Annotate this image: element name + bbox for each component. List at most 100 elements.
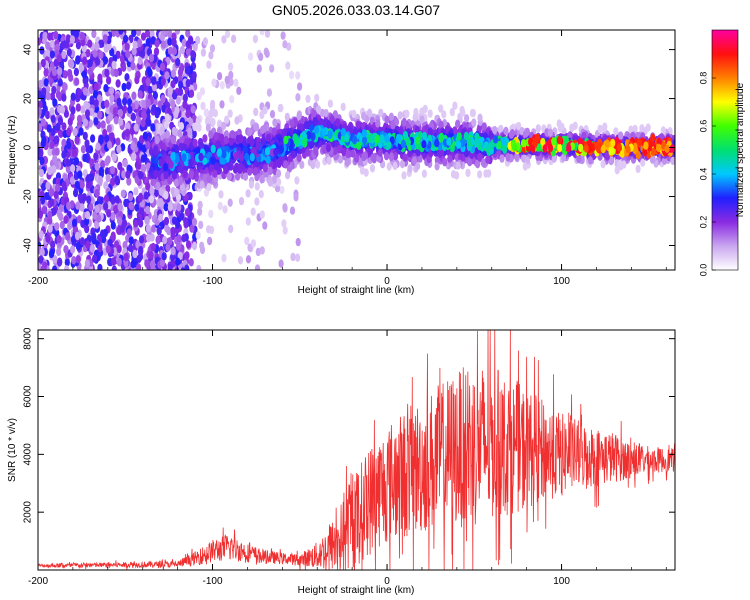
spectrogram-cell bbox=[117, 108, 124, 118]
spectrogram-cell bbox=[50, 114, 56, 124]
spectrogram-cell bbox=[271, 127, 277, 136]
spectrogram-cell bbox=[109, 165, 116, 175]
spectrogram-cell bbox=[503, 126, 509, 136]
spectrogram-cells bbox=[38, 30, 675, 270]
spectrogram-cell bbox=[485, 155, 491, 164]
spectrogram-cell bbox=[75, 56, 81, 65]
spectrogram-cell bbox=[110, 177, 116, 187]
spectrogram-cell bbox=[57, 129, 64, 138]
spectrogram-cell bbox=[247, 127, 253, 137]
spectrogram-cell bbox=[285, 61, 291, 70]
spectrogram-cell bbox=[477, 170, 483, 179]
spectrogram-cell bbox=[378, 108, 384, 118]
spectrogram-cell bbox=[126, 228, 132, 237]
spectrogram-cell bbox=[205, 123, 211, 132]
spectrogram-cell bbox=[384, 115, 390, 124]
spectrogram-cell bbox=[210, 117, 216, 127]
spectrogram-cell bbox=[90, 134, 96, 143]
spectrogram-cell bbox=[73, 157, 80, 166]
spectrogram-cell bbox=[41, 182, 47, 192]
spectrogram-cell bbox=[66, 127, 72, 137]
spectrogram-cell bbox=[43, 78, 49, 87]
spectrogram-cell bbox=[116, 257, 122, 267]
spectrogram-cell bbox=[248, 52, 254, 61]
spectrogram-cell bbox=[110, 212, 116, 221]
spectrogram-cell bbox=[207, 236, 213, 246]
spectrogram-cell bbox=[200, 48, 206, 57]
spectrogram-cell bbox=[131, 91, 137, 100]
spectrogram-cell bbox=[160, 77, 166, 86]
spectrogram-cell bbox=[98, 166, 105, 176]
spectrogram-cell bbox=[499, 154, 505, 163]
spectrogram-cell bbox=[42, 31, 48, 41]
spectrogram-cell bbox=[105, 245, 111, 254]
spectrogram-cell bbox=[216, 126, 223, 135]
spectrogram-cell bbox=[158, 213, 164, 222]
spectrogram-cell bbox=[54, 43, 60, 52]
spectrogram-cell bbox=[259, 246, 265, 255]
spectrogram-cell bbox=[54, 222, 60, 231]
spectrogram-cell bbox=[75, 241, 81, 251]
spectrogram-cell bbox=[49, 249, 55, 258]
spectrogram-cell bbox=[116, 145, 122, 154]
spectrogram-cell bbox=[131, 47, 137, 56]
spectrogram-cell bbox=[122, 241, 128, 250]
spectrogram-cell bbox=[266, 88, 272, 97]
spectrogram-cell bbox=[175, 220, 181, 229]
spectrogram-cell bbox=[80, 145, 86, 154]
spectrogram-cell bbox=[93, 99, 99, 108]
spectrogram-cell bbox=[51, 207, 57, 216]
spectrogram-cell bbox=[249, 138, 255, 147]
spectrogram-cell bbox=[222, 205, 228, 214]
spectrogram-cell bbox=[278, 259, 284, 268]
spectrogram-cell bbox=[289, 119, 295, 128]
spectrogram-cell bbox=[210, 99, 216, 109]
spectrogram-cell bbox=[79, 180, 85, 189]
spectrogram-cell bbox=[161, 252, 167, 261]
spectrogram-cell bbox=[250, 207, 256, 216]
spectrogram-cell bbox=[224, 30, 231, 39]
spectrogram-cell bbox=[153, 169, 159, 179]
spectrogram-cell bbox=[150, 242, 156, 252]
spectrogram-cell bbox=[635, 164, 641, 174]
spectrogram-cell bbox=[182, 93, 188, 103]
spectrogram-cell bbox=[132, 40, 138, 49]
spectrogram-cell bbox=[145, 141, 151, 150]
spectrogram-cell bbox=[97, 110, 103, 120]
spectrogram-cell bbox=[170, 135, 176, 145]
spectrogram-cell bbox=[135, 30, 142, 37]
spectrogram-cell bbox=[144, 215, 150, 225]
spectrogram-cell bbox=[61, 181, 67, 190]
spectrogram-cell bbox=[118, 117, 124, 127]
spectrogram-cell bbox=[264, 49, 270, 58]
spectrogram-cell bbox=[470, 108, 476, 118]
spectrogram-cell bbox=[82, 131, 88, 141]
spectrogram-cell bbox=[85, 211, 91, 220]
spectrogram-cell bbox=[464, 114, 470, 123]
spectrogram-cell bbox=[69, 176, 76, 185]
spectrogram-cell bbox=[103, 194, 110, 203]
spectrogram-cell bbox=[197, 207, 203, 216]
spectrogram-cell bbox=[71, 149, 78, 158]
spectrogram-cell bbox=[100, 160, 106, 169]
spectrogram-cell bbox=[113, 68, 119, 78]
spectrogram-cell bbox=[353, 154, 360, 163]
spectrogram-cell bbox=[102, 34, 108, 43]
spectrogram-cell bbox=[104, 134, 110, 143]
spectrogram-cell bbox=[107, 257, 113, 267]
spectrogram-cell bbox=[392, 161, 398, 171]
spectrogram-cell bbox=[231, 34, 237, 43]
spectrogram-cell bbox=[327, 99, 333, 108]
spectrogram-cell bbox=[140, 49, 146, 58]
spectrogram-cell bbox=[135, 240, 141, 249]
spectrogram-cell bbox=[213, 132, 219, 141]
spectrogram-cell bbox=[117, 161, 123, 171]
spectrogram-cell bbox=[172, 91, 178, 100]
spectrogram-cell bbox=[94, 105, 100, 114]
spectrogram-cell bbox=[46, 124, 52, 133]
spectrogram-cell bbox=[92, 211, 98, 220]
spectrogram-cell bbox=[163, 120, 170, 129]
spectrogram-cell bbox=[569, 123, 575, 132]
spectrogram-cell bbox=[49, 198, 55, 207]
